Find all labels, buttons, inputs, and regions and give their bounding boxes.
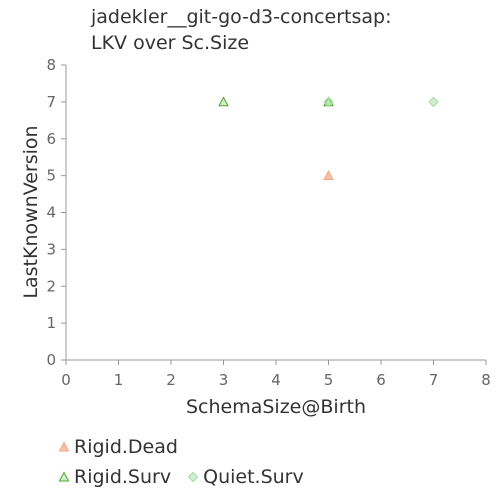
y-tick-label: 1 [46,314,56,332]
chart-title-line-2: LKV over Sc.Size [91,32,250,54]
triangle-marker-icon [58,471,70,482]
diamond-marker-icon [187,471,199,483]
legend-label-quiet-surv: Quiet.Surv [203,466,304,488]
x-tick-label: 5 [324,371,334,389]
legend: Rigid.Dead [58,436,178,458]
data-point-quiet-surv [428,96,439,108]
data-point-rigid-surv [218,96,229,107]
chart-axes: 0 1 2 3 4 5 6 7 8 0 1 2 3 4 5 6 7 8 [46,56,490,389]
x-tick-label: 7 [429,371,439,389]
legend-item-rigid-dead: Rigid.Dead [58,436,178,458]
y-tick-label: 3 [46,240,56,258]
y-tick-label: 4 [46,204,56,222]
legend-row-2: Rigid.Surv Quiet.Surv [58,466,304,488]
x-axis-title: SchemaSize@Birth [185,396,366,418]
x-tick-label: 6 [376,371,386,389]
chart-title-line-1: jadekler__git-go-d3-concertsap: [91,6,392,28]
y-tick-label: 6 [46,130,56,148]
legend-label-rigid-dead: Rigid.Dead [74,436,178,458]
legend-item-quiet-surv: Quiet.Surv [187,466,304,488]
x-tick-label: 1 [114,371,124,389]
y-tick-label: 2 [46,277,56,295]
data-point-rigid-dead [323,170,334,180]
chart-marks [218,96,439,180]
x-tick-label: 3 [219,371,229,389]
legend-label-rigid-surv: Rigid.Surv [74,466,172,488]
x-tick-label: 2 [166,371,176,389]
x-tick-label: 0 [61,371,71,389]
x-tick-label: 4 [271,371,281,389]
legend-item-rigid-surv: Rigid.Surv [58,466,171,488]
triangle-marker-icon [58,441,70,452]
y-tick-label: 8 [46,56,56,74]
y-tick-label: 0 [46,351,56,369]
y-tick-label: 5 [46,167,56,185]
data-point-quiet-surv [323,96,334,108]
y-axis-title: LastKnownVersion [20,125,42,299]
y-tick-label: 7 [46,93,56,111]
x-tick-label: 8 [481,371,491,389]
